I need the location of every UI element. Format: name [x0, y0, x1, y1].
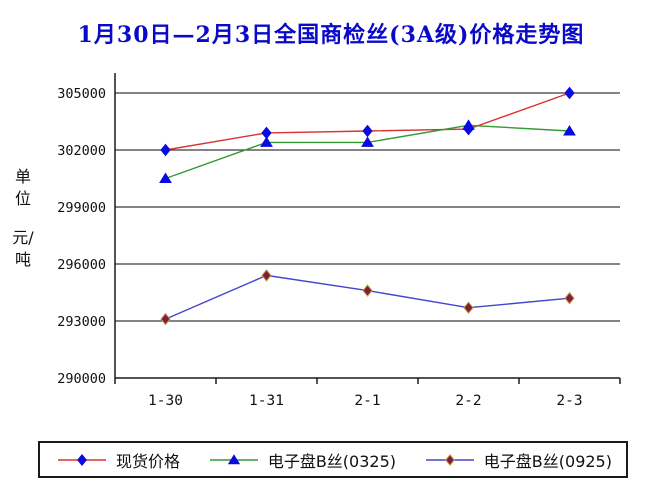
line-chart-plot-area: 305000 302000 299000 296000 293000 290000 1-30…: [57, 73, 621, 409]
svg-text:299000: 299000: [57, 200, 106, 216]
triangle-marker-icon: [563, 125, 576, 136]
svg-text:305000: 305000: [57, 86, 106, 102]
gridlines: [115, 92, 620, 322]
legend-item-0: 现货价格: [56, 448, 180, 472]
legend-series-label: 电子盘B丝(0325): [267, 451, 396, 471]
legend-item-1: 电子盘B丝(0325): [208, 448, 396, 472]
triangle-marker-icon: [260, 136, 273, 147]
diamond-marker-icon: [261, 269, 272, 282]
y-axis-unit-top: 单位: [14, 167, 31, 208]
diamond-marker-icon: [160, 143, 171, 157]
y-axis-tick-labels: 305000 302000 299000 296000 293000 290000: [57, 86, 106, 387]
chart-legend: 现货价格 电子盘B丝(0325) 电子盘B丝(0925): [38, 441, 628, 478]
svg-text:2-1: 2-1: [354, 393, 380, 409]
svg-text:1-30: 1-30: [148, 393, 183, 409]
x-axis-tick-labels: 1-30 1-31 2-1 2-2 2-3: [148, 393, 583, 409]
diamond-marker-icon: [564, 291, 575, 305]
y-axis-unit-bottom: 元/吨: [12, 228, 34, 269]
series-1: [159, 119, 576, 183]
legend-series-label: 现货价格: [116, 451, 181, 471]
legend-series-label: 电子盘B丝(0925): [483, 451, 612, 471]
triangle-marker-icon: [462, 119, 475, 130]
chart-title: 1月30日—2月3日全国商检丝(3A级)价格走势图: [77, 22, 585, 48]
legend-marker-icon: [58, 453, 106, 466]
triangle-marker-icon: [361, 136, 374, 147]
diamond-marker-icon: [77, 453, 87, 466]
legend-item-2: 电子盘B丝(0925): [424, 448, 612, 472]
series-2: [160, 269, 575, 326]
series-2-line: [165, 274, 570, 320]
svg-text:2-3: 2-3: [556, 393, 582, 409]
triangle-marker-icon: [159, 172, 172, 183]
diamond-marker-icon: [362, 284, 373, 297]
axes: [114, 73, 621, 384]
svg-text:296000: 296000: [57, 257, 106, 273]
legend-marker-icon: [425, 453, 474, 466]
diamond-marker-icon: [362, 124, 373, 138]
diamond-marker-icon: [444, 453, 455, 466]
diamond-marker-icon: [463, 301, 474, 314]
svg-text:1-31: 1-31: [249, 393, 284, 409]
svg-text:2-2: 2-2: [455, 393, 481, 409]
legend-marker-icon: [209, 453, 258, 464]
svg-text:302000: 302000: [57, 143, 106, 159]
y-axis-unit-label: 单位 元/吨: [12, 166, 34, 270]
triangle-marker-icon: [227, 453, 240, 464]
diamond-marker-icon: [564, 86, 575, 100]
svg-text:290000: 290000: [57, 371, 106, 387]
svg-text:293000: 293000: [57, 314, 106, 330]
diamond-marker-icon: [160, 312, 171, 326]
